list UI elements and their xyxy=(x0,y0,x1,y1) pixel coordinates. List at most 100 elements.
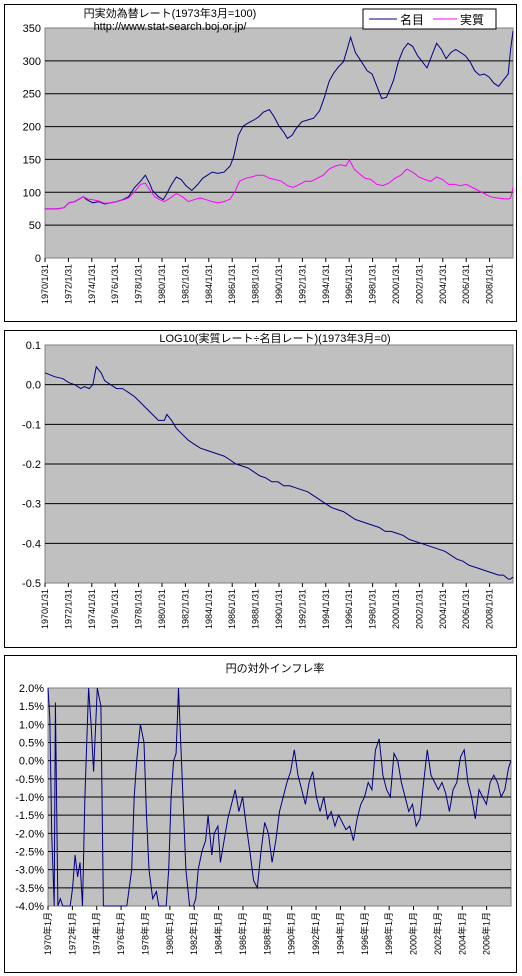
chart-1-svg: 円実効為替レート(1973年3月=100) http://www.stat-se… xyxy=(23,6,514,304)
y-tick-label: 100 xyxy=(23,187,41,199)
y-tick-label: 350 xyxy=(23,23,41,35)
y-tick-label: -0.5 xyxy=(22,578,41,590)
y-tick-label: -0.5% xyxy=(15,774,44,786)
x-tick-label: 1978/1/31 xyxy=(134,264,144,304)
x-tick-label: 1974/1/31 xyxy=(87,264,97,304)
y-tick-label: -0.2 xyxy=(22,459,41,471)
x-tick-label: 2002/1/31 xyxy=(414,589,424,629)
x-tick-label: 1984/1/31 xyxy=(204,264,214,304)
series-line-1 xyxy=(45,158,514,210)
x-tick-label: 1982年1月 xyxy=(188,912,199,955)
x-tick-label: 1986/1/31 xyxy=(227,264,237,304)
legend: 名目 実質 xyxy=(362,8,497,30)
x-tick-label: 1988/1/31 xyxy=(251,589,261,629)
x-tick-label: 1988年1月 xyxy=(261,912,272,955)
y-tick-label: 2.0% xyxy=(19,683,44,695)
y-tick-label: -1.5% xyxy=(15,810,44,822)
legend-box xyxy=(362,8,497,30)
x-tick-label: 1984年1月 xyxy=(213,912,224,955)
x-tick-label: 1970/1/31 xyxy=(40,264,50,304)
x-tick-label: 1974/1/31 xyxy=(87,589,97,629)
x-tick-label: 1998/1/31 xyxy=(368,264,378,304)
x-tick-label: 1996年1月 xyxy=(359,912,370,955)
y-tick-label: 0.1 xyxy=(26,340,41,352)
y-tick-label: -2.0% xyxy=(15,828,44,840)
y-tick-label: -0.4 xyxy=(22,538,41,550)
legend-label-nominal: 名目 xyxy=(400,12,424,27)
y-tick-label: 1.5% xyxy=(19,701,44,713)
y-tick-label: 1.0% xyxy=(19,719,44,731)
x-tick-label: 1986/1/31 xyxy=(227,589,237,629)
y-tick-label: -0.1 xyxy=(22,419,41,431)
x-tick-label: 1990年1月 xyxy=(286,912,297,955)
x-tick-label: 2006/1/31 xyxy=(461,589,471,629)
x-tick-label: 1994年1月 xyxy=(334,912,345,955)
y-tick-label: 0.0% xyxy=(19,756,44,768)
x-tick-label: 1992/1/31 xyxy=(297,264,307,304)
x-tick-label: 1998/1/31 xyxy=(368,589,378,629)
chart-external-inflation: 円の対外インフレ率 -4.0% -3.5% -3.0% -2.5% -2.0% -1.5%… xyxy=(4,655,517,973)
chart-2-svg: LOG10(実質レート÷名目レート)(1973年3月=0) -0.5 -0.4 -0… xyxy=(22,331,514,629)
y-tick-label: -4.0% xyxy=(15,901,44,913)
x-tick-label: 2008/1/31 xyxy=(485,264,495,304)
x-tick-label: 1972/1/31 xyxy=(63,264,73,304)
x-tick-label: 2002年1月 xyxy=(432,912,443,955)
x-tick-label: 2000/1/31 xyxy=(391,264,401,304)
chart-log-ratio: LOG10(実質レート÷名目レート)(1973年3月=0) -0.5 -0.4 -0… xyxy=(4,330,517,648)
y-tick-label: 300 xyxy=(23,56,41,68)
chart-effective-exchange-rate: 円実効為替レート(1973年3月=100) http://www.stat-se… xyxy=(4,4,517,322)
x-tick-label: 1994/1/31 xyxy=(321,264,331,304)
x-tick-label: 1978/1/31 xyxy=(134,589,144,629)
x-tick-label: 1986年1月 xyxy=(237,912,248,955)
x-tick-label: 1980年1月 xyxy=(164,912,175,955)
x-tick-label: 1976/1/31 xyxy=(110,589,120,629)
x-tick-label: 1998年1月 xyxy=(383,912,394,955)
series-line-0 xyxy=(44,365,514,580)
y-tick-label: -3.0% xyxy=(15,865,44,877)
y-tick-label: 0.5% xyxy=(19,738,44,750)
y-tick-label: -0.3 xyxy=(22,499,41,511)
x-tick-label: 1996/1/31 xyxy=(344,589,354,629)
y-tick-label: 0.0 xyxy=(26,380,41,392)
x-tick-label: 1994/1/31 xyxy=(321,589,331,629)
x-tick-label: 2004/1/31 xyxy=(438,264,448,304)
x-tick-label: 2000年1月 xyxy=(408,912,419,955)
y-tick-label: 50 xyxy=(29,220,41,232)
chart-title: 円実効為替レート(1973年3月=100) xyxy=(84,6,257,20)
x-tick-label: 1990/1/31 xyxy=(274,589,284,629)
x-tick-label: 1980/1/31 xyxy=(157,264,167,304)
x-tick-label: 2000/1/31 xyxy=(391,589,401,629)
series-line-0 xyxy=(47,687,512,907)
x-tick-label: 1992年1月 xyxy=(310,912,321,955)
y-tick-label: -1.0% xyxy=(15,792,44,804)
y-tick-label: -3.5% xyxy=(15,883,44,895)
x-tick-label: 2002/1/31 xyxy=(414,264,424,304)
x-tick-label: 1996/1/31 xyxy=(344,264,354,304)
x-tick-label: 2004/1/31 xyxy=(438,589,448,629)
y-tick-label: 200 xyxy=(23,122,41,134)
series-line-0 xyxy=(45,31,514,210)
x-tick-label: 1976/1/31 xyxy=(110,264,120,304)
chart-title: LOG10(実質レート÷名目レート)(1973年3月=0) xyxy=(159,331,390,345)
x-tick-label: 1974年1月 xyxy=(91,912,102,955)
x-tick-label: 1970/1/31 xyxy=(40,589,50,629)
x-tick-label: 1978年1月 xyxy=(139,912,150,955)
y-tick-label: 250 xyxy=(23,89,41,101)
x-tick-label: 1980/1/31 xyxy=(157,589,167,629)
legend-label-real: 実質 xyxy=(460,12,484,27)
x-tick-label: 1992/1/31 xyxy=(297,589,307,629)
x-tick-label: 2006/1/31 xyxy=(461,264,471,304)
x-tick-label: 2008/1/31 xyxy=(485,589,495,629)
x-tick-label: 1982/1/31 xyxy=(180,589,190,629)
y-tick-label: 150 xyxy=(23,154,41,166)
x-tick-label: 1982/1/31 xyxy=(180,264,190,304)
y-tick-label: -2.5% xyxy=(15,847,44,859)
y-tick-label: 0 xyxy=(35,253,41,265)
chart-subtitle: http://www.stat-search.boj.or.jp/ xyxy=(94,21,248,33)
x-tick-label: 1972/1/31 xyxy=(63,589,73,629)
x-tick-label: 1990/1/31 xyxy=(274,264,284,304)
x-tick-label: 2006年1月 xyxy=(481,912,492,955)
x-tick-label: 1970年1月 xyxy=(42,912,53,955)
x-tick-label: 1976年1月 xyxy=(115,912,126,955)
plot-area xyxy=(44,27,514,259)
